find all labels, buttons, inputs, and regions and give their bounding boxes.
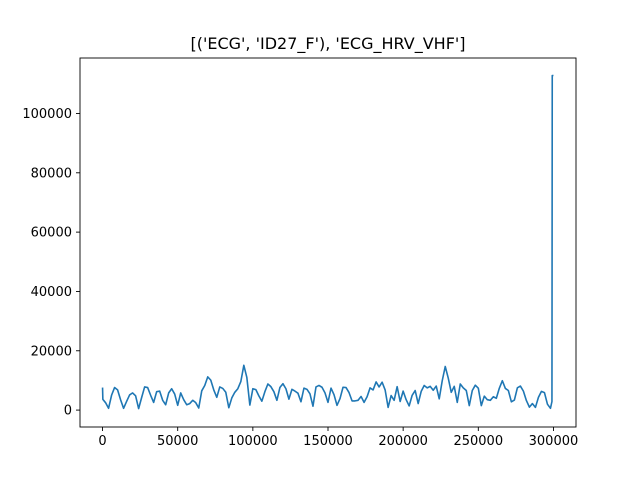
x-tick-label: 0 [98, 434, 106, 449]
y-tick-label: 40000 [31, 285, 72, 300]
series-line [101, 74, 554, 410]
x-tick-label: 300000 [529, 434, 579, 449]
y-tick-label: 80000 [31, 166, 72, 181]
y-tick-label: 20000 [31, 344, 72, 359]
y-tick-label: 100000 [22, 107, 72, 122]
x-tick-label: 50000 [157, 434, 198, 449]
x-tick-label: 150000 [303, 434, 353, 449]
x-tick-label: 250000 [453, 434, 503, 449]
x-tick-label: 100000 [228, 434, 278, 449]
x-tick-label: 200000 [378, 434, 428, 449]
y-tick-label: 60000 [31, 226, 72, 241]
x-axis: 0 50000 100000 150000 200000 250000 300000 [98, 427, 578, 449]
y-axis: 0 20000 40000 60000 80000 100000 [22, 107, 80, 419]
chart-title: [('ECG', 'ID27_F'), 'ECG_HRV_VHF'] [190, 34, 465, 54]
plot-area [101, 74, 554, 410]
y-tick-label: 0 [64, 404, 72, 419]
